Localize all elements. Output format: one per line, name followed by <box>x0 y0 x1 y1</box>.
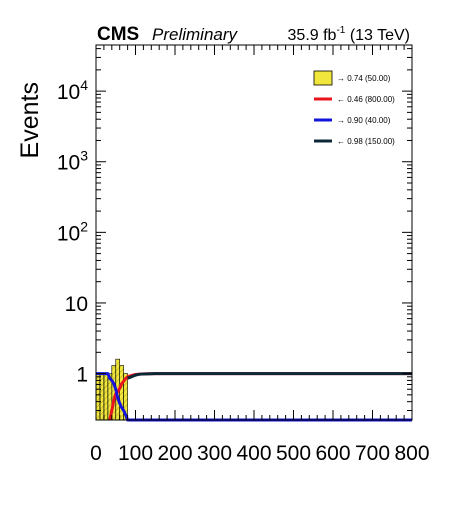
legend-entry-label: → 0.74 (50.00) <box>337 74 391 83</box>
x-tick-label: 300 <box>197 442 232 465</box>
y-axis-label: Events <box>16 82 44 158</box>
series-2-line <box>96 372 412 422</box>
x-tick-label: 500 <box>276 442 311 465</box>
preliminary-label: Preliminary <box>152 25 239 44</box>
series-3-line <box>127 372 412 380</box>
luminosity-exponent: -1 <box>336 25 345 36</box>
x-tick-label: 400 <box>236 442 271 465</box>
x-tick-label: 0 <box>90 442 102 465</box>
legend-entry-label: ← 0.98 (150.00) <box>337 137 395 146</box>
cms-label: CMS <box>97 24 139 45</box>
energy-label: (13 TeV) <box>350 27 410 44</box>
luminosity-value: 35.9 fb <box>288 27 337 44</box>
x-tick-label: 200 <box>157 442 192 465</box>
series-1-line <box>108 372 412 421</box>
legend-entry-label: → 0.90 (40.00) <box>337 116 391 125</box>
legend: → 0.74 (50.00) ← 0.46 (800.00) → 0.90 (40.… <box>313 70 395 146</box>
x-tick-label: 100 <box>118 442 153 465</box>
plot-frame <box>95 44 413 421</box>
x-tick-label: 800 <box>394 442 429 465</box>
legend-entry-label: ← 0.46 (800.00) <box>337 95 395 104</box>
legend-swatch <box>313 70 333 86</box>
y-tick-label: 10 <box>65 293 88 316</box>
y-tick-label: 103 <box>57 148 88 175</box>
x-tick-label: 700 <box>355 442 390 465</box>
y-tick-label: 104 <box>57 77 88 104</box>
y-tick-label: 1 <box>76 364 88 387</box>
y-tick-label: 102 <box>57 218 88 245</box>
x-tick-label: 600 <box>315 442 350 465</box>
luminosity-label: 35.9 fb-1 (13 TeV) <box>288 25 410 44</box>
